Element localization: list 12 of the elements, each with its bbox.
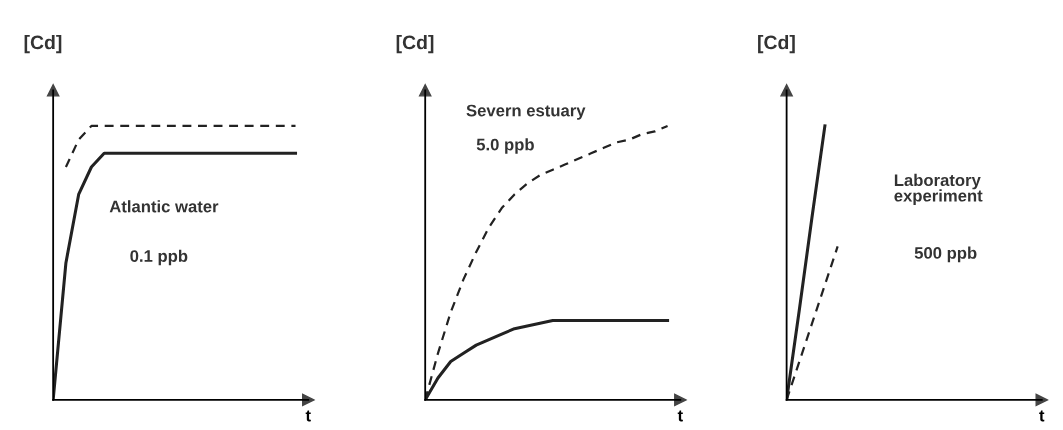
y-axis-title: [Cd] (24, 35, 62, 54)
annotation: Atlantic water (109, 200, 219, 213)
annotation: 5.0 ppb (476, 138, 534, 154)
x-axis-title: t (305, 410, 311, 422)
x-axis-title: t (1039, 410, 1045, 422)
text: Severn estuary (466, 104, 586, 120)
annotation: 0.1 ppb (130, 249, 188, 266)
annotation: 500 ppb (914, 246, 977, 263)
annotation: Laboratory experiment (894, 173, 983, 205)
x-axis-title: t (677, 410, 683, 422)
y-axis-title: [Cd] (396, 35, 434, 54)
y-axis-title: [Cd] (758, 35, 795, 54)
